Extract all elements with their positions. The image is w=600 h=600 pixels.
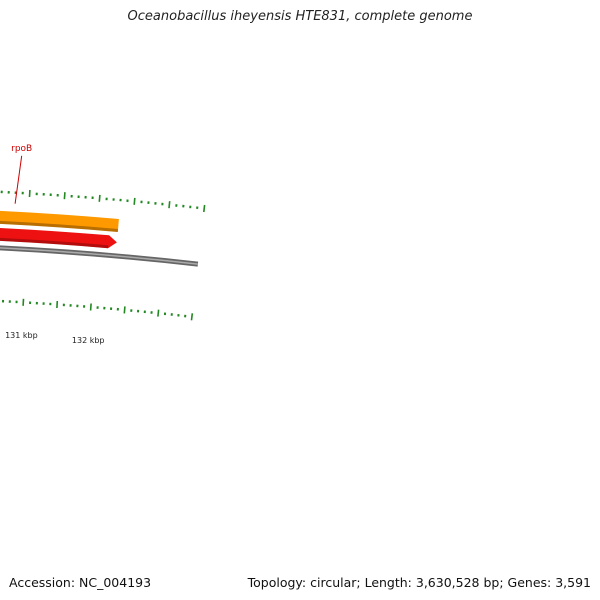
feature-tick <box>168 201 171 209</box>
reverse-gene-arrow[interactable] <box>0 225 117 249</box>
scale-tick <box>123 306 126 314</box>
gene-features <box>0 208 119 249</box>
scale-tick <box>89 303 92 311</box>
feature-tick <box>133 197 136 205</box>
scale-tick-track: 125 kbp126 kbp127 kbp128 kbp129 kbp130 k… <box>2 298 194 345</box>
scale-tick-label: 131 kbp <box>5 331 38 340</box>
genome-summary-label: Topology: circular; Length: 3,630,528 bp… <box>247 575 591 590</box>
scale-tick-label: 132 kbp <box>72 336 105 345</box>
genome-backbone <box>0 245 199 267</box>
accession-label: Accession: NC_004193 <box>9 575 152 590</box>
feature-tick <box>98 194 101 202</box>
forward-gene-block[interactable] <box>0 208 119 232</box>
scale-tick <box>157 309 160 317</box>
gene-leader-line <box>14 155 23 204</box>
feature-tick <box>203 204 206 213</box>
gene-label-leaders: secEnusGrplKrplArplJrplLOB0111rpoB <box>11 144 32 204</box>
feature-tick <box>63 192 66 200</box>
reverse-gene-shadow <box>0 237 109 249</box>
backbone-track <box>0 245 199 267</box>
map-title: Oceanobacillus iheyensis HTE831, complet… <box>127 9 473 24</box>
genome-backbone-highlight <box>0 247 198 265</box>
scale-tick <box>190 313 194 321</box>
forward-gene-shadow <box>0 220 118 232</box>
upper-tick-track <box>0 189 206 213</box>
gene-label[interactable]: rpoB <box>11 144 32 154</box>
